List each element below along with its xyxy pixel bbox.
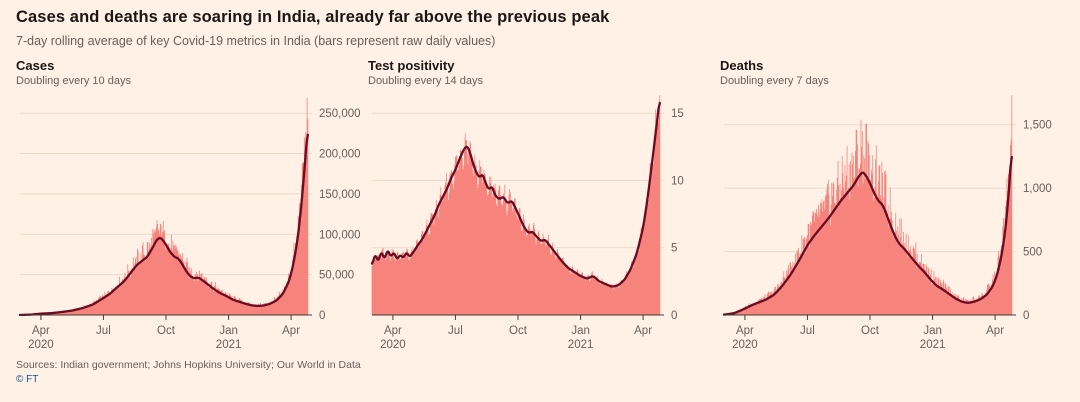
svg-text:Apr: Apr bbox=[282, 325, 300, 337]
svg-text:100,000: 100,000 bbox=[319, 229, 361, 241]
test-positivity-chart: 0 5 10 15 Apr 2020 Jul Oct Jan 2021 Apr bbox=[368, 89, 720, 357]
svg-text:50,000: 50,000 bbox=[319, 270, 354, 282]
cases-chart-svg: 0 50,000 100,000 150,000 200,000 250,000 Apr 20… bbox=[18, 97, 361, 351]
svg-text:0: 0 bbox=[1023, 310, 1029, 322]
svg-text:5: 5 bbox=[671, 243, 677, 255]
svg-text:Apr: Apr bbox=[634, 325, 652, 337]
test-positivity-subtitle: Doubling every 14 days bbox=[368, 75, 483, 87]
svg-text:Jul: Jul bbox=[448, 325, 463, 337]
svg-text:2021: 2021 bbox=[216, 339, 242, 351]
svg-text:2020: 2020 bbox=[732, 339, 758, 351]
test-positivity-title: Test positivity bbox=[368, 58, 455, 73]
page-title: Cases and deaths are soaring in India, a… bbox=[16, 8, 610, 26]
charts-row: Cases Doubling every 10 days 0 50,000 100,… bbox=[16, 58, 1076, 357]
svg-text:Jul: Jul bbox=[800, 325, 815, 337]
svg-text:150,000: 150,000 bbox=[319, 189, 361, 201]
svg-text:2021: 2021 bbox=[568, 339, 594, 351]
test-positivity-chart-svg: 0 5 10 15 Apr 2020 Jul Oct Jan 2021 Apr bbox=[370, 95, 684, 351]
cases-title: Cases bbox=[16, 58, 55, 73]
source-note: Sources: Indian government; Johns Hopkin… bbox=[16, 359, 361, 371]
svg-text:1,000: 1,000 bbox=[1023, 183, 1052, 195]
deaths-chart: 0 500 1,000 1,500 Apr 2020 Jul Oct Jan 2021 Apr bbox=[720, 89, 1072, 357]
svg-text:2021: 2021 bbox=[920, 339, 946, 351]
svg-text:1,500: 1,500 bbox=[1023, 120, 1052, 132]
svg-text:Apr: Apr bbox=[32, 325, 50, 337]
svg-text:10: 10 bbox=[671, 176, 684, 188]
panel-cases: Cases Doubling every 10 days 0 50,000 100,… bbox=[16, 58, 368, 357]
svg-text:Apr: Apr bbox=[384, 325, 402, 337]
deaths-subtitle: Doubling every 7 days bbox=[720, 75, 829, 87]
svg-text:Jul: Jul bbox=[96, 325, 111, 337]
svg-text:500: 500 bbox=[1023, 247, 1042, 259]
svg-text:200,000: 200,000 bbox=[319, 149, 361, 161]
svg-text:Oct: Oct bbox=[157, 325, 176, 337]
svg-text:15: 15 bbox=[671, 108, 684, 120]
svg-text:0: 0 bbox=[671, 310, 677, 322]
panel-test-positivity: Test positivity Doubling every 14 days 0… bbox=[368, 58, 720, 357]
svg-text:Apr: Apr bbox=[736, 325, 754, 337]
panel-deaths: Deaths Doubling every 7 days 0 500 1,000 1,… bbox=[720, 58, 1072, 357]
deaths-chart-svg: 0 500 1,000 1,500 Apr 2020 Jul Oct Jan 2021 Apr bbox=[722, 95, 1052, 351]
cases-subtitle: Doubling every 10 days bbox=[16, 75, 131, 87]
svg-text:2020: 2020 bbox=[380, 339, 406, 351]
page-subtitle: 7-day rolling average of key Covid-19 me… bbox=[16, 34, 496, 48]
svg-text:0: 0 bbox=[319, 310, 325, 322]
svg-text:250,000: 250,000 bbox=[319, 108, 361, 120]
svg-text:Jan: Jan bbox=[219, 325, 238, 337]
svg-text:Oct: Oct bbox=[509, 325, 528, 337]
svg-text:Jan: Jan bbox=[571, 325, 590, 337]
svg-text:2020: 2020 bbox=[28, 339, 54, 351]
deaths-title: Deaths bbox=[720, 58, 764, 73]
ft-copyright: © FT bbox=[16, 374, 39, 385]
svg-text:Oct: Oct bbox=[861, 325, 880, 337]
svg-text:Jan: Jan bbox=[923, 325, 942, 337]
svg-text:Apr: Apr bbox=[986, 325, 1004, 337]
cases-chart: 0 50,000 100,000 150,000 200,000 250,000 Apr 20… bbox=[16, 89, 368, 357]
